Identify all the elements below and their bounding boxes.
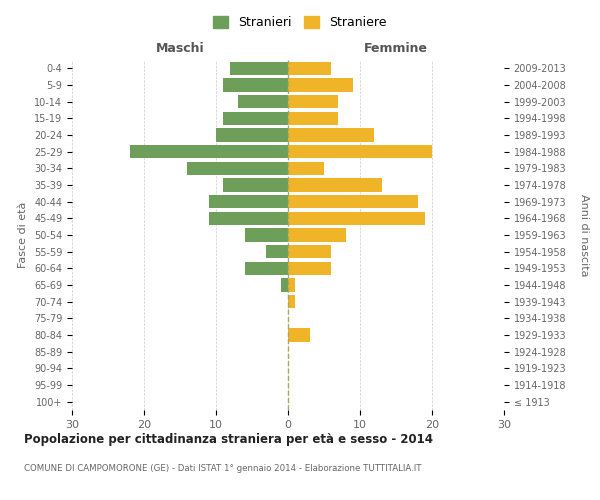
Bar <box>288 328 310 342</box>
Text: Femmine: Femmine <box>364 42 428 55</box>
Bar <box>288 212 425 225</box>
Bar <box>209 212 288 225</box>
Bar <box>288 78 353 92</box>
Bar <box>288 278 295 291</box>
Legend: Stranieri, Straniere: Stranieri, Straniere <box>208 11 392 34</box>
Y-axis label: Fasce di età: Fasce di età <box>19 202 28 268</box>
Bar <box>209 195 288 208</box>
Y-axis label: Anni di nascita: Anni di nascita <box>578 194 589 276</box>
Bar <box>266 245 288 258</box>
Bar <box>288 112 338 125</box>
Bar <box>288 195 418 208</box>
Bar <box>216 128 288 141</box>
Bar <box>288 295 295 308</box>
Bar <box>288 178 382 192</box>
Bar <box>245 262 288 275</box>
Bar <box>223 112 288 125</box>
Text: COMUNE DI CAMPOMORONE (GE) - Dati ISTAT 1° gennaio 2014 - Elaborazione TUTTITALI: COMUNE DI CAMPOMORONE (GE) - Dati ISTAT … <box>24 464 421 473</box>
Bar <box>223 78 288 92</box>
Bar <box>281 278 288 291</box>
Bar <box>238 95 288 108</box>
Bar <box>187 162 288 175</box>
Bar <box>288 262 331 275</box>
Bar <box>223 178 288 192</box>
Bar <box>288 95 338 108</box>
Bar <box>288 228 346 241</box>
Bar <box>288 62 331 75</box>
Bar <box>288 145 432 158</box>
Bar <box>288 162 324 175</box>
Text: Maschi: Maschi <box>155 42 205 55</box>
Bar <box>288 128 374 141</box>
Text: Popolazione per cittadinanza straniera per età e sesso - 2014: Popolazione per cittadinanza straniera p… <box>24 432 433 446</box>
Bar <box>230 62 288 75</box>
Bar <box>130 145 288 158</box>
Bar <box>288 245 331 258</box>
Bar <box>245 228 288 241</box>
